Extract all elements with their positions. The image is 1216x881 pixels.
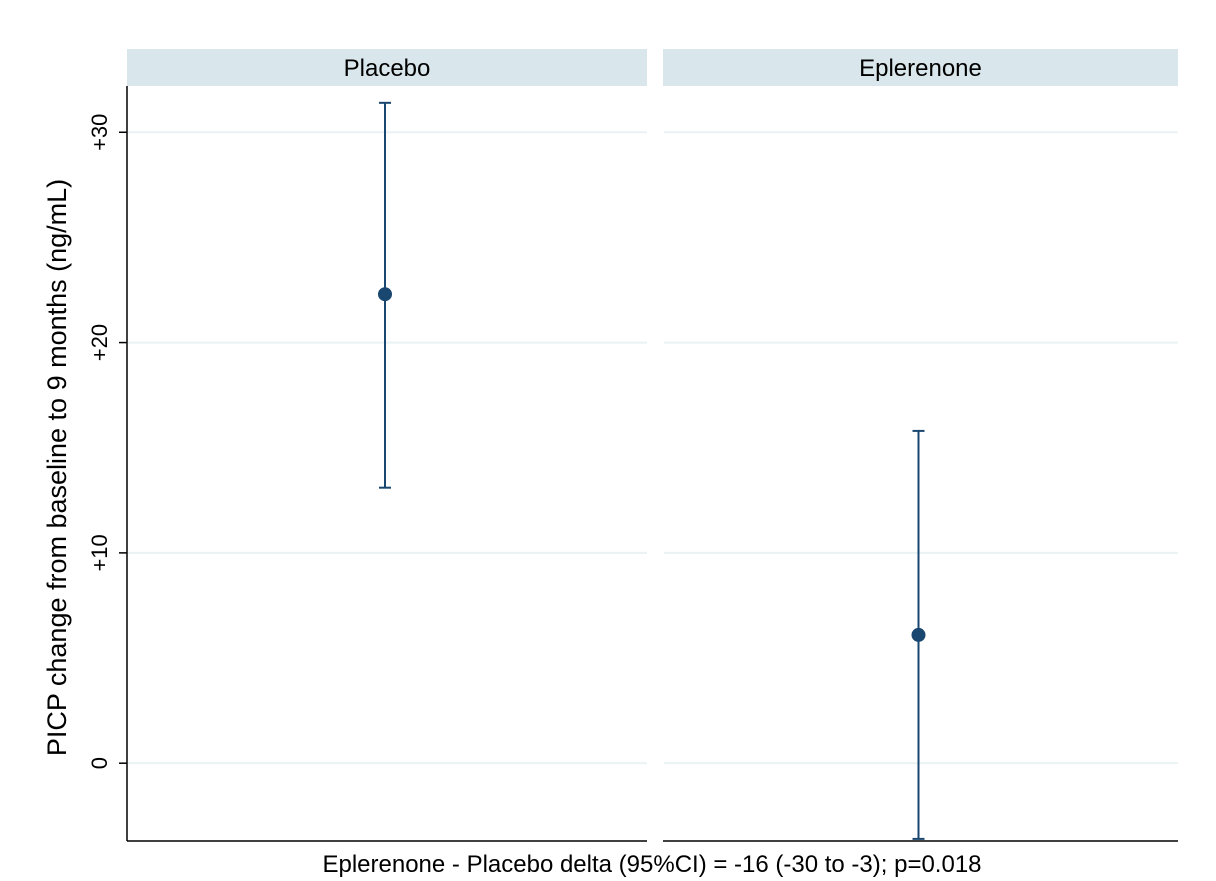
panel-title-placebo: Placebo [344,55,431,82]
panel-header-eplerenone [663,49,1178,86]
gridlines-eplerenone [664,131,1178,765]
panel-placebo: Placebo [127,49,647,842]
point-placebo [378,287,392,302]
panel-eplerenone: Eplerenone [663,49,1178,842]
panel-title-eplerenone: Eplerenone [859,55,982,82]
y-tick-label-3: +30 [87,114,112,151]
y-tick-label-2: +20 [87,324,112,361]
panel-header-placebo [127,49,647,86]
point-eplerenone [911,627,926,642]
y-tick-label-1: +10 [87,534,112,571]
y-tick-label-0: 0 [87,757,112,769]
gridlines-placebo [128,131,647,765]
y-axis-ticks: 0 +10 +20 +30 [87,114,127,769]
x-axis-title: Eplerenone - Placebo delta (95%CI) = -16… [322,851,981,878]
y-axis-title: PICP change from baseline to 9 months (n… [42,179,72,756]
